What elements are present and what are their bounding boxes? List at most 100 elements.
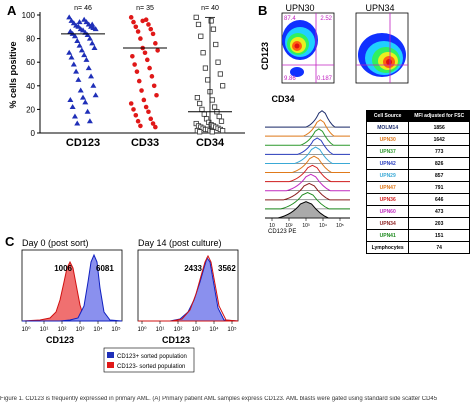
data-point	[155, 48, 160, 53]
cell-source: UPN37	[365, 145, 410, 158]
data-point	[73, 68, 80, 74]
panel-b-hist-xlabel: CD123 PE	[268, 229, 296, 235]
histogram-line	[265, 164, 350, 183]
table-row: UPN34 203	[365, 217, 470, 230]
data-point	[205, 77, 211, 83]
data-point	[149, 74, 155, 79]
cell-source: UPN34	[365, 217, 410, 230]
y-tick-label: 60	[26, 58, 35, 67]
table-row: UPN36 646	[365, 193, 470, 206]
legend-label-1: CD123+ sorted population	[117, 354, 187, 360]
data-point	[84, 32, 91, 38]
table-row: UPN29 857	[365, 169, 470, 182]
data-point	[148, 116, 154, 122]
data-point	[131, 19, 136, 25]
data-point	[69, 104, 76, 110]
data-point	[131, 107, 136, 112]
hist-tick-label: 10³	[302, 223, 310, 229]
data-point	[197, 129, 203, 135]
table-row: UPN30 1642	[365, 133, 470, 146]
data-point	[142, 50, 148, 56]
hist-tick-label: 10⁴	[319, 223, 327, 229]
data-point	[218, 118, 225, 124]
data-point	[153, 41, 158, 46]
histogram-line	[265, 146, 350, 164]
data-point	[145, 57, 150, 63]
data-point	[78, 47, 85, 53]
data-point	[80, 94, 86, 100]
panel-a-label: A	[7, 3, 17, 18]
panel-c-legend: CD123+ sorted population CD123- sorted p…	[103, 347, 195, 373]
data-point	[67, 96, 74, 102]
cell-mfi: 151	[408, 229, 470, 242]
table-row: UPN47 791	[365, 181, 470, 194]
data-point	[85, 65, 92, 71]
data-point	[211, 104, 218, 110]
table-header-source: Cell Source	[365, 110, 410, 122]
panel-b-sample-1: UPN30	[285, 3, 314, 13]
cell-source: UPN30	[365, 133, 410, 146]
group-label: CD33	[131, 137, 159, 149]
data-point	[146, 22, 151, 27]
legend-swatch-red	[107, 362, 114, 368]
table-row: Lymphocytes 74	[365, 241, 470, 254]
hist-tick-label: 10	[269, 223, 275, 229]
data-point	[147, 65, 152, 71]
table-row: MOLM14 1856	[365, 121, 470, 134]
data-point	[71, 33, 78, 39]
data-point	[220, 128, 226, 134]
panel-a-groups: CD123 CD33 CD34	[61, 14, 232, 149]
data-point	[138, 123, 143, 129]
data-point	[210, 26, 217, 32]
data-point	[74, 37, 81, 43]
data-point	[143, 104, 149, 110]
day14-red-histogram	[138, 254, 239, 322]
hist-tick-label: 10⁵	[336, 223, 344, 229]
data-point	[215, 59, 221, 65]
data-point	[76, 42, 83, 48]
data-point	[143, 17, 149, 23]
data-point	[84, 108, 91, 114]
data-point	[68, 54, 75, 60]
panel-b-xlabel: CD34	[271, 94, 294, 104]
data-point	[66, 14, 73, 20]
c-tick-label: 10¹	[156, 327, 165, 333]
panel-b-ylabel: CD123	[260, 42, 270, 70]
data-point	[86, 118, 93, 124]
panel-c-frame-2	[137, 249, 239, 322]
cell-source: UPN36	[365, 193, 410, 206]
data-point	[86, 35, 93, 41]
histogram-line	[265, 119, 350, 137]
c-tick-label: 10⁴	[93, 326, 103, 333]
panel-b-hist-ticks: 10 10² 10³ 10⁴ 10⁵	[269, 218, 344, 229]
panel-b-sample-2: UPN34	[365, 3, 394, 13]
data-point	[91, 45, 98, 51]
data-point	[146, 109, 151, 115]
density-plot-upn30: 87.4 2.52 9.86 0.187	[281, 12, 335, 84]
table-header-mfi: MFI adjusted for FSC	[408, 110, 470, 122]
c-tick-label: 10⁴	[209, 326, 219, 333]
table-row: UPN41 151	[365, 229, 470, 242]
cell-source: UPN60	[365, 205, 410, 218]
data-point	[135, 118, 141, 124]
data-point	[89, 40, 96, 46]
cell-mfi: 1856	[408, 121, 470, 134]
day0-blue-histogram	[22, 253, 123, 322]
quadrant-lr-1: 0.187	[317, 76, 333, 82]
histogram-line	[265, 201, 350, 219]
data-point	[82, 99, 89, 105]
density-plot-upn34	[355, 12, 409, 84]
data-point	[220, 83, 226, 89]
cell-mfi: 203	[408, 217, 470, 230]
c-tick-label: 10⁰	[137, 326, 147, 333]
mfi-table: Cell Source MFI adjusted for FSC MOLM14 1…	[365, 110, 470, 254]
data-point	[141, 97, 147, 103]
c-tick-label: 10³	[192, 327, 201, 333]
y-tick-label: 40	[26, 82, 35, 91]
c-tick-label: 10⁰	[21, 326, 31, 333]
data-point	[128, 15, 134, 20]
n-label: n= 35	[136, 5, 154, 12]
day0-right-value: 6081	[96, 264, 114, 273]
group-label: CD123	[66, 137, 100, 149]
data-point	[209, 129, 215, 135]
